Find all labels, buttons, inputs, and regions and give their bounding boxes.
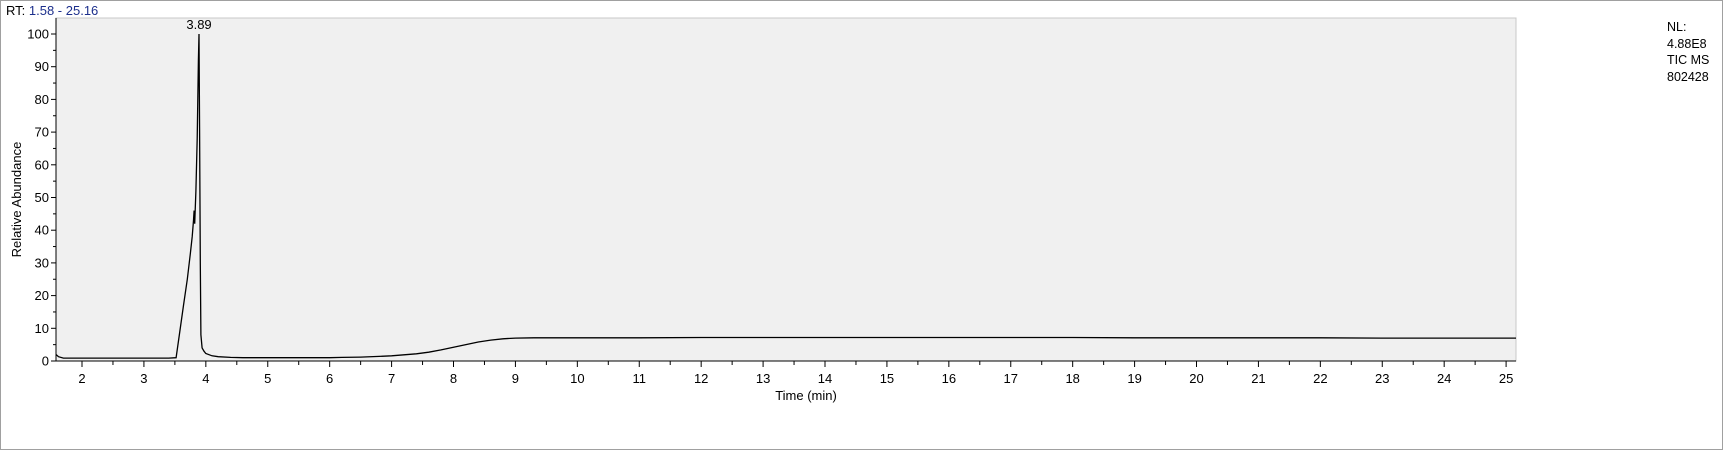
x-tick-label: 10 — [570, 371, 584, 386]
x-tick-label: 11 — [633, 371, 647, 386]
x-tick-label: 16 — [942, 371, 956, 386]
y-axis: 0 10 20 30 40 50 60 70 80 90 100 — [27, 18, 57, 369]
plot-area — [55, 17, 1517, 362]
x-tick-label: 9 — [512, 371, 519, 386]
rt-range-label: RT: 1.58 - 25.16 — [6, 3, 98, 18]
x-tick-label: 19 — [1127, 371, 1141, 386]
y-tick-label: 30 — [35, 255, 49, 270]
info-panel: NL: 4.88E8 TIC MS 802428 — [1667, 19, 1709, 85]
x-axis-title: Time (min) — [775, 388, 837, 403]
x-tick-label: 2 — [78, 371, 85, 386]
y-tick-label: 10 — [35, 321, 49, 336]
x-tick-label: 13 — [756, 371, 770, 386]
tic-trace — [55, 33, 1516, 359]
x-tick-label: 6 — [326, 371, 333, 386]
x-tick-label: 15 — [880, 371, 894, 386]
scan-filter: TIC MS — [1667, 53, 1710, 67]
y-tick-label: 60 — [35, 157, 49, 172]
y-tick-label: 50 — [35, 190, 49, 205]
nl-value: 4.88E8 — [1667, 36, 1707, 51]
x-tick-label: 3 — [140, 371, 147, 386]
nl-label: NL: — [1667, 20, 1687, 34]
peak-label: 3.89 — [186, 17, 211, 32]
x-tick-label: 7 — [388, 371, 395, 386]
y-tick-label: 70 — [35, 125, 49, 140]
x-tick-label: 21 — [1251, 371, 1265, 386]
file-id: 802428 — [1667, 69, 1709, 84]
y-axis-title: Relative Abundance — [9, 142, 24, 258]
x-tick-label: 5 — [264, 371, 271, 386]
x-tick-label: 22 — [1313, 371, 1327, 386]
x-tick-label: 8 — [450, 371, 457, 386]
x-tick-label: 14 — [818, 371, 832, 386]
peak-annotations: 3.89 — [186, 17, 211, 32]
x-tick-label: 23 — [1375, 371, 1389, 386]
y-tick-label: 80 — [35, 92, 49, 107]
y-tick-label: 40 — [35, 223, 49, 238]
y-tick-label: 20 — [35, 288, 49, 303]
y-tick-label: 100 — [27, 27, 49, 42]
y-tick-label: 90 — [35, 59, 49, 74]
x-tick-label: 25 — [1499, 371, 1513, 386]
rt-range-value: 1.58 - 25.16 — [28, 3, 99, 18]
rt-prefix: RT: — [6, 3, 29, 18]
x-tick-label: 18 — [1065, 371, 1079, 386]
y-tick-label: 0 — [42, 354, 49, 369]
x-tick-label: 4 — [202, 371, 209, 386]
x-tick-label: 20 — [1189, 371, 1203, 386]
x-tick-label: 17 — [1004, 371, 1018, 386]
x-tick-label: 12 — [694, 371, 708, 386]
x-tick-label: 24 — [1437, 371, 1451, 386]
x-axis: 2 3 4 5 6 7 8 9 10 11 12 13 14 15 16 17 18 19 20 21 22 23 24 25 — [56, 360, 1516, 386]
